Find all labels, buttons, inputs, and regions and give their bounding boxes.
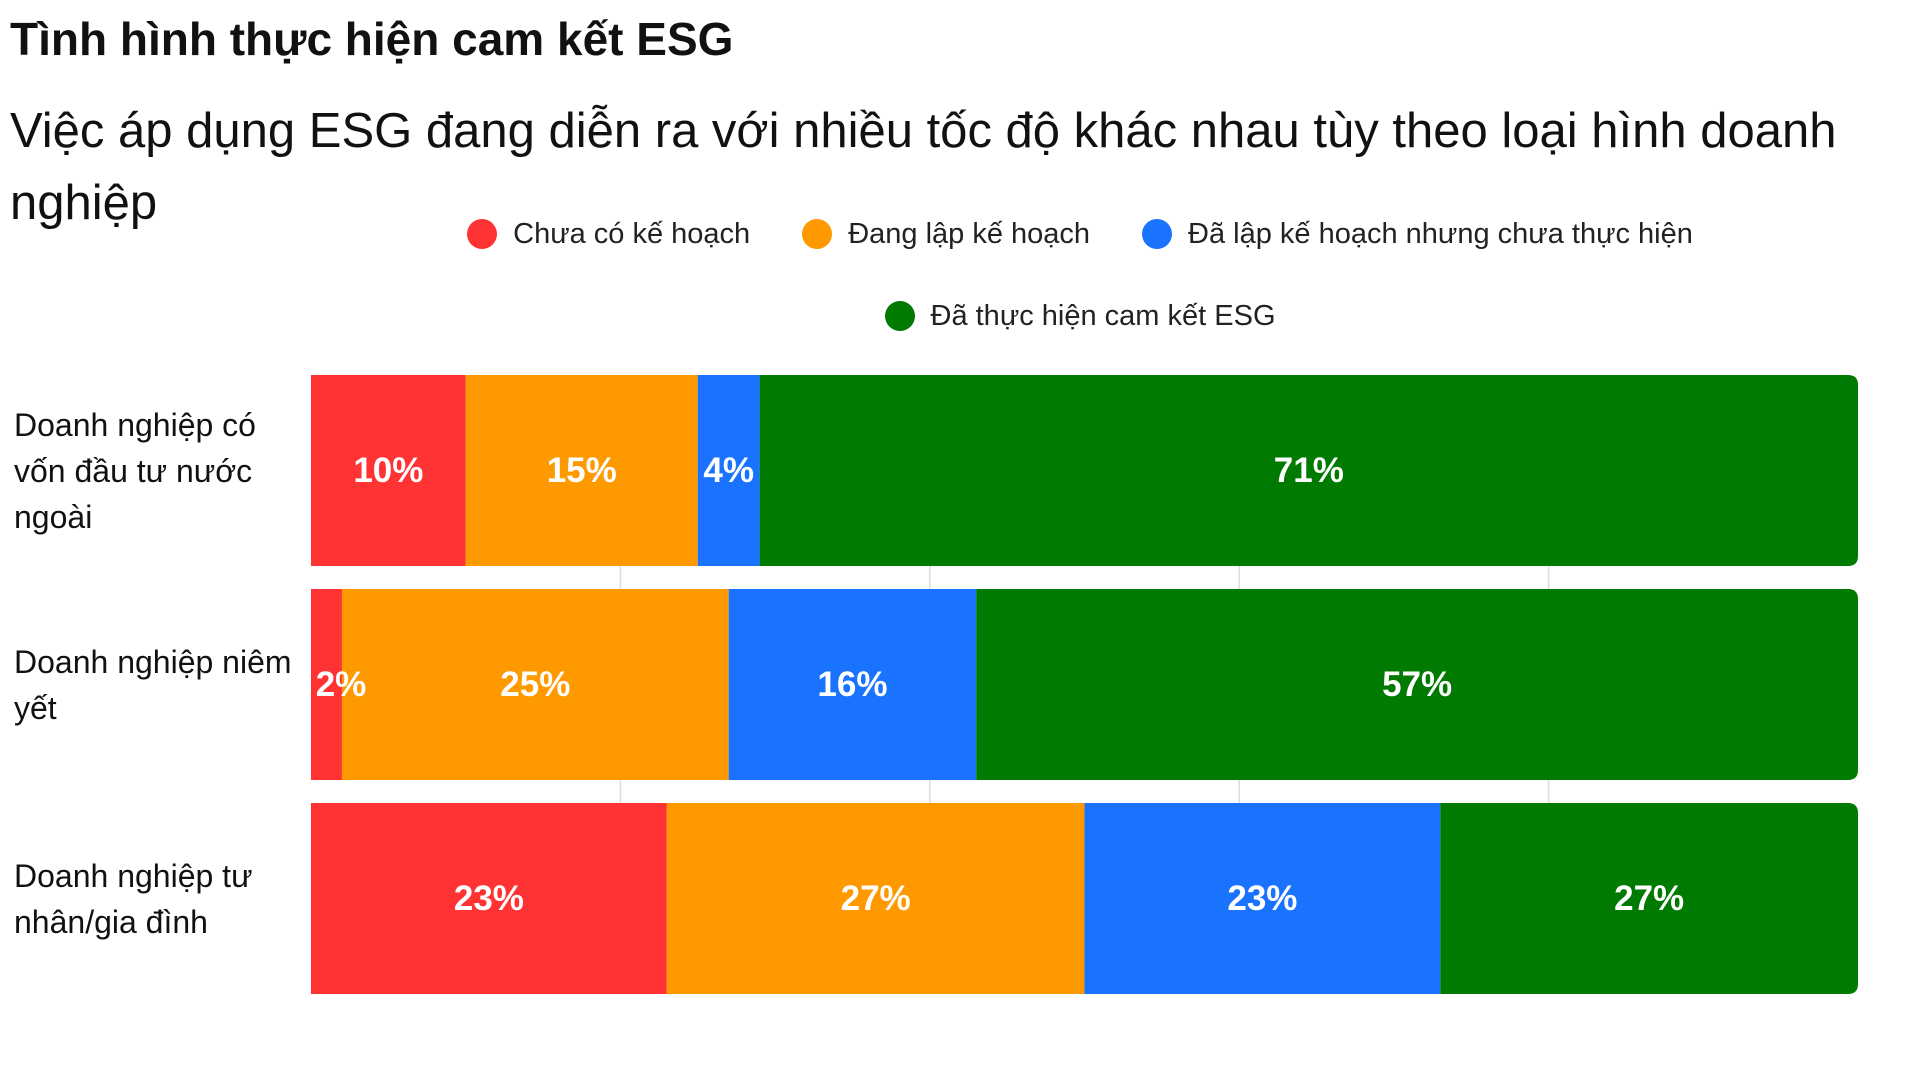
- bar-segment: [759, 375, 1858, 566]
- data-label: 4%: [703, 451, 754, 490]
- legend-marker: [802, 219, 833, 249]
- bar-segment: [311, 803, 667, 994]
- category-label: Doanh nghiệp có vốn đầu tư nước ngoài: [14, 406, 256, 535]
- bar-row: [311, 803, 1858, 994]
- legend-marker: [884, 301, 915, 331]
- data-label: 2%: [316, 665, 367, 704]
- data-label: 16%: [817, 665, 887, 704]
- data-label: 71%: [1274, 451, 1344, 490]
- legend: Chưa có kế hoạch Đang lập kế hoạch Đã lập …: [410, 212, 1750, 338]
- data-label: 27%: [1614, 879, 1684, 918]
- legend-marker: [1142, 219, 1173, 249]
- chart-title: Tình hình thực hiện cam kết ESG: [10, 13, 734, 65]
- data-label: 57%: [1382, 665, 1452, 704]
- bar-segment: [341, 589, 729, 780]
- bar-segment: [976, 589, 1858, 780]
- legend-label: Chưa có kế hoạch: [513, 217, 751, 250]
- category-label: Doanh nghiệp niêm yết: [14, 643, 292, 726]
- data-label: 27%: [841, 879, 911, 918]
- legend-label: Đã thực hiện cam kết ESG: [930, 299, 1276, 332]
- bar-row: [311, 375, 1858, 566]
- bar-segment: [1084, 803, 1441, 994]
- bar-segment: [666, 803, 1085, 994]
- data-label: 23%: [454, 879, 524, 918]
- bar-segment: [311, 375, 466, 566]
- legend-item: Đang lập kế hoạch: [802, 212, 1090, 256]
- bar-segment: [1440, 803, 1858, 994]
- legend-marker: [467, 219, 498, 249]
- bar-segment: [697, 375, 760, 566]
- legend-label: Đang lập kế hoạch: [848, 217, 1091, 250]
- data-label: 25%: [500, 665, 570, 704]
- legend-item: Chưa có kế hoạch: [467, 212, 750, 256]
- data-label: 15%: [547, 451, 617, 490]
- legend-label: Đã lập kế hoạch nhưng chưa thực hiện: [1188, 217, 1693, 250]
- legend-item: Đã lập kế hoạch nhưng chưa thực hiện: [1142, 212, 1693, 256]
- bar-segment: [728, 589, 977, 780]
- data-label: 23%: [1227, 879, 1297, 918]
- bar-row: [311, 589, 1858, 780]
- bar-segment: [465, 375, 698, 566]
- data-label: 10%: [353, 451, 423, 490]
- category-label: Doanh nghiệp tư nhân/gia đình: [14, 857, 253, 940]
- legend-item: Đã thực hiện cam kết ESG: [884, 294, 1276, 338]
- bar-segment: [311, 589, 342, 780]
- chart-subtitle: Việc áp dụng ESG đang diễn ra với nhiều …: [10, 104, 1837, 230]
